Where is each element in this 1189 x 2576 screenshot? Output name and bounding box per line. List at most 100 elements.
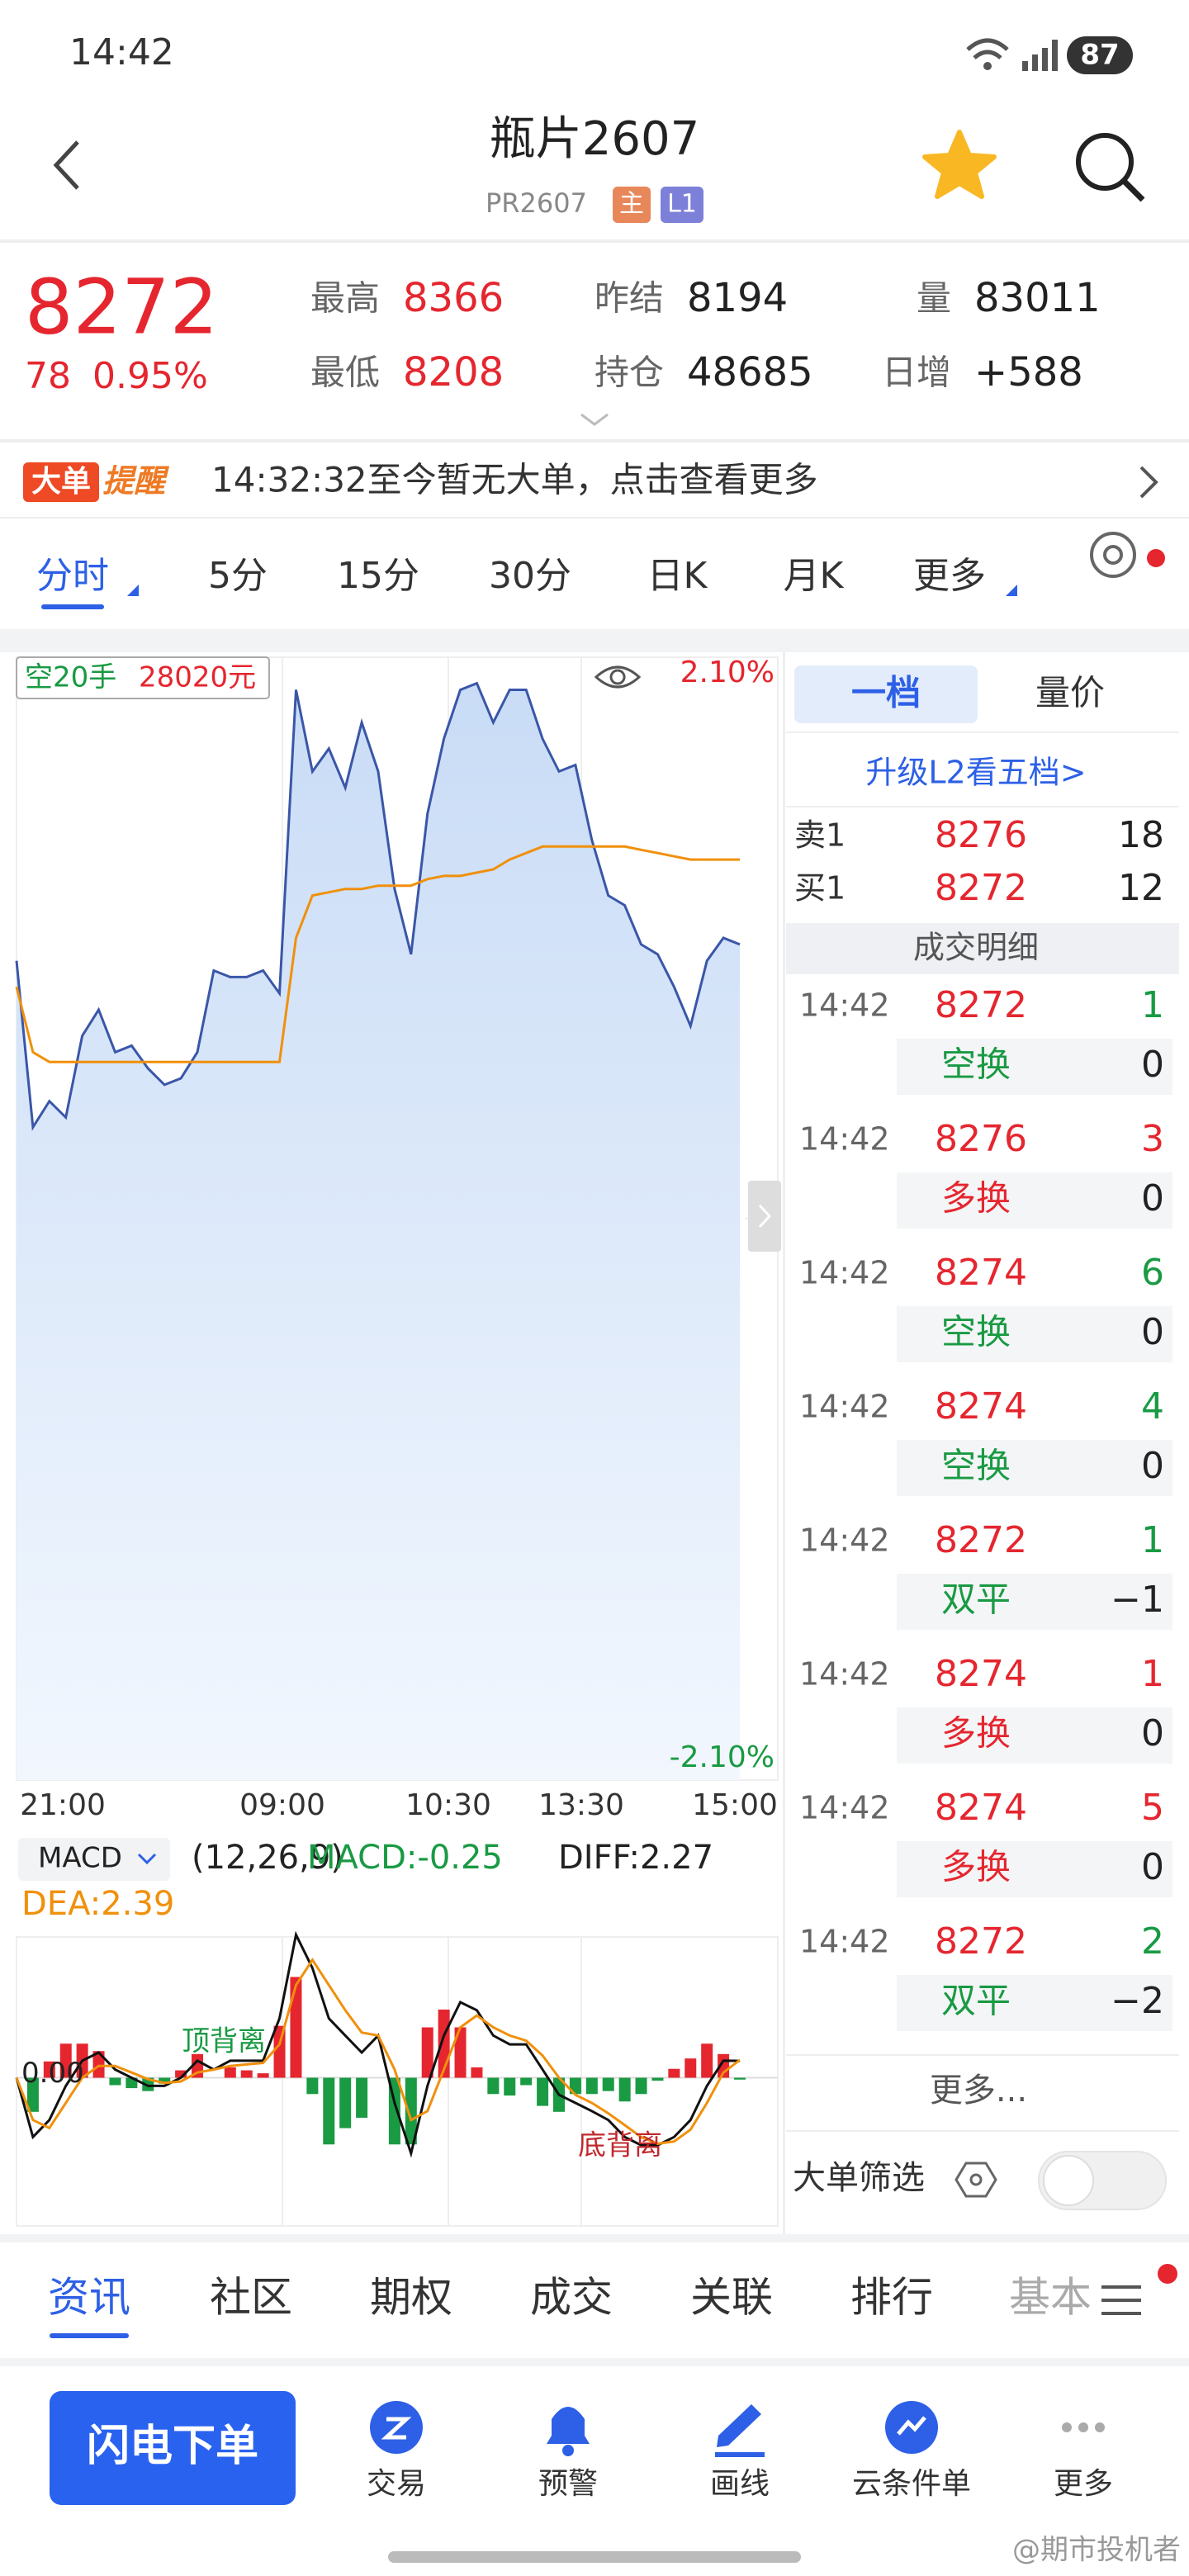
tool-icon[interactable] <box>885 2401 938 2454</box>
favorite-star[interactable] <box>922 130 997 199</box>
period-tab[interactable]: 5分 <box>208 555 268 597</box>
macd-bar <box>685 2058 697 2078</box>
trade-delta: −1 <box>1111 1579 1164 1621</box>
trade-type: 多换 <box>941 1713 1011 1754</box>
big-order-text[interactable]: 14:32:32至今暂无大单，点击查看更多 <box>211 460 818 500</box>
trade-delta: 0 <box>1141 1311 1164 1353</box>
trade-time: 14:42 <box>799 1389 890 1425</box>
trade-subrow-bg <box>897 1975 1172 2031</box>
flash-order-label: 闪电下单 <box>87 2422 258 2471</box>
badge: L1 <box>667 190 697 219</box>
tool-label: 画线 <box>710 2467 770 2501</box>
x-tick-label: 10:30 <box>405 1788 491 1822</box>
period-tab[interactable]: 15分 <box>337 555 419 597</box>
tool-icon[interactable] <box>1062 2422 1105 2432</box>
icon-part <box>1078 2422 1088 2432</box>
divider <box>0 239 1189 243</box>
info-tab[interactable]: 成交 <box>530 2274 613 2322</box>
dea-value: DEA:2.39 <box>21 1885 174 1923</box>
info-tab[interactable]: 关联 <box>690 2274 773 2322</box>
macd-bar <box>734 2077 746 2080</box>
info-tab[interactable]: 基本 <box>1009 2274 1092 2322</box>
book-tab[interactable]: 量价 <box>1035 673 1105 713</box>
divider <box>783 652 785 2234</box>
settings[interactable] <box>1090 532 1137 578</box>
macd-bar <box>471 2067 483 2078</box>
icon-part <box>1062 2422 1072 2432</box>
macd-bar <box>668 2068 680 2078</box>
macd-bar <box>339 2077 352 2129</box>
level-label: 买1 <box>794 870 846 907</box>
toggle-knob <box>1043 2155 1094 2206</box>
trade-delta: −2 <box>1111 1980 1164 2022</box>
icon-part <box>1095 2422 1105 2432</box>
band <box>0 629 1189 652</box>
stat-label: 量 <box>917 278 951 319</box>
period-tab[interactable]: 分时 <box>36 555 109 597</box>
macd-value: MACD:-0.25 <box>307 1839 503 1877</box>
x-tick-label: 15:00 <box>692 1788 778 1822</box>
macd-bar <box>585 2077 598 2095</box>
dropdown-triangle <box>127 585 139 596</box>
price-area <box>17 683 740 1780</box>
divider <box>786 732 1179 733</box>
trade-type: 多换 <box>941 1178 1011 1219</box>
macd-bar <box>701 2043 713 2078</box>
macd-bar <box>175 2070 187 2078</box>
tool-label: 云条件单 <box>852 2467 971 2501</box>
info-tab[interactable]: 期权 <box>370 2274 452 2322</box>
battery-level: 87 <box>1080 39 1119 72</box>
macd-bar <box>356 2077 368 2118</box>
period-tab[interactable]: 月K <box>784 555 845 597</box>
stat-label: 持仓 <box>594 353 664 393</box>
trade-subrow-bg <box>897 1172 1172 1229</box>
trade-subrow-bg <box>897 1707 1172 1764</box>
period-tab[interactable]: 日K <box>647 555 708 597</box>
upgrade-link[interactable]: 升级L2看五档> <box>865 755 1086 791</box>
change: 78 <box>25 355 71 397</box>
search-button[interactable] <box>1076 133 1145 202</box>
back-button[interactable] <box>53 140 79 190</box>
icon-part <box>547 2407 590 2444</box>
tool-icon[interactable] <box>547 2407 590 2456</box>
tool-label: 交易 <box>367 2467 426 2501</box>
dropdown[interactable] <box>18 1838 170 1881</box>
eye-icon[interactable] <box>594 665 642 689</box>
macd-bar <box>651 2077 664 2081</box>
trade-price: 8272 <box>935 1920 1027 1963</box>
icon-part <box>715 2452 765 2457</box>
macd-bar <box>92 2051 105 2078</box>
trade-type: 空换 <box>941 1446 1011 1486</box>
tool-icon[interactable] <box>715 2404 765 2457</box>
flash-order-button[interactable] <box>50 2391 296 2505</box>
expand-chevron[interactable] <box>580 413 609 426</box>
change-pct: 0.95% <box>92 355 208 397</box>
macd-bar <box>43 2061 55 2078</box>
info-tab[interactable]: 社区 <box>210 2274 292 2322</box>
book-tab[interactable]: 一档 <box>851 673 921 713</box>
more-link[interactable]: 更多... <box>930 2072 1027 2110</box>
trade-volume: 2 <box>1141 1920 1164 1963</box>
dea-line <box>15 1958 741 2145</box>
macd-bar <box>290 1977 302 2078</box>
indicator-name: MACD <box>38 1842 122 1875</box>
period-tab[interactable]: 30分 <box>489 555 571 597</box>
logo-b: 提醒 <box>102 463 170 500</box>
trade-delta: 0 <box>1141 1846 1164 1888</box>
menu-icon[interactable] <box>1101 2285 1141 2315</box>
macd-bar <box>504 2077 516 2096</box>
dropdown-triangle <box>1006 585 1017 596</box>
period-tab[interactable]: 更多 <box>913 555 986 597</box>
home-indicator <box>388 2551 801 2563</box>
info-tab[interactable]: 排行 <box>850 2274 933 2322</box>
level-volume: 18 <box>1118 814 1164 856</box>
icon-part <box>897 2416 926 2436</box>
tool-icon[interactable] <box>370 2401 423 2454</box>
trade-volume: 6 <box>1141 1252 1164 1294</box>
side-handle[interactable] <box>748 1181 781 1252</box>
period-tabs: 分时 5分 15分 30分 日K 月K 更多 <box>36 555 1017 609</box>
trade-delta: 0 <box>1141 1712 1164 1754</box>
info-tab[interactable]: 资讯 <box>48 2274 130 2322</box>
red-dot <box>1147 549 1165 567</box>
overlay-box <box>16 656 270 699</box>
